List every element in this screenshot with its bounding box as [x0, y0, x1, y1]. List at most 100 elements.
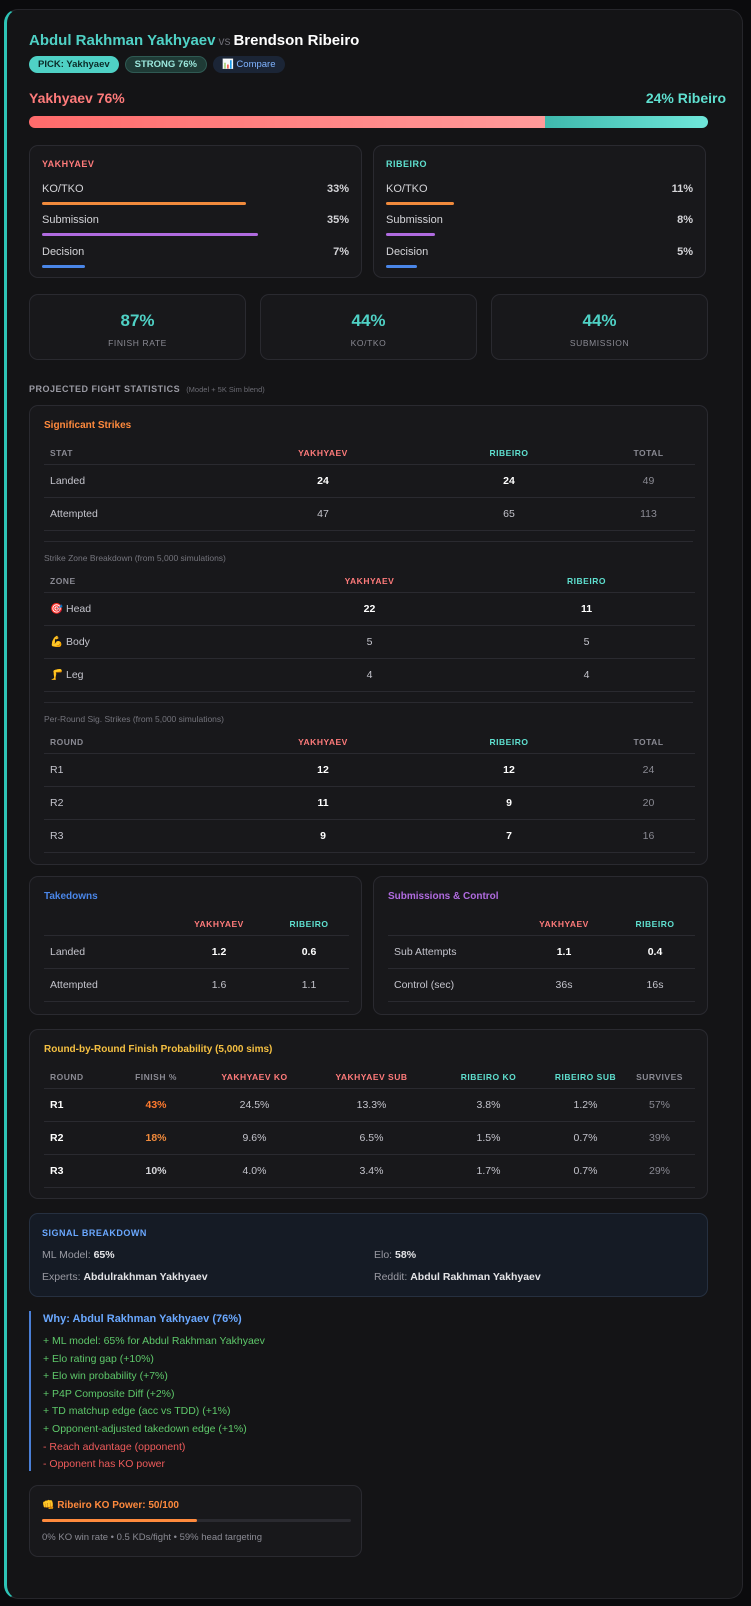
col-header: YAKHYAEV [261, 571, 478, 593]
finish-method-bar [386, 202, 454, 205]
table-row: R1 43% 24.5% 13.3% 3.8% 1.2% 57% [44, 1088, 695, 1122]
col-header [44, 914, 169, 936]
finish-pct-cell: 18% [116, 1121, 196, 1155]
cell: 1.6 [169, 968, 269, 1002]
strike-zone-table: ZONE YAKHYAEV RIBEIRO 🎯 Head 22 11 💪 Bod… [44, 571, 695, 692]
compare-button[interactable]: 📊 Compare [212, 56, 285, 73]
cell: 4.0% [196, 1154, 313, 1188]
sig-strikes-table: STAT YAKHYAEV RIBEIRO TOTAL Landed 24 24… [44, 443, 695, 531]
cell: 9 [416, 786, 602, 820]
finish-method-label: KO/TKO [386, 183, 428, 195]
finish-row: Decision 7% [42, 246, 349, 270]
finish-method-label: Submission [386, 214, 443, 226]
table-row: R2 18% 9.6% 6.5% 1.5% 0.7% 39% [44, 1121, 695, 1155]
col-header: RIBEIRO SUB [547, 1067, 624, 1089]
cell: 11 [478, 592, 695, 626]
row-label: R2 [44, 1121, 116, 1155]
col-header: TOTAL [602, 443, 695, 465]
table-row: R3 10% 4.0% 3.4% 1.7% 0.7% 29% [44, 1154, 695, 1188]
col-header: ROUND [44, 1067, 116, 1089]
cell: 0.6 [269, 935, 349, 969]
cell: 24 [230, 464, 416, 498]
win-bar-fighter-a [29, 116, 546, 128]
finish-method-value: 35% [326, 214, 349, 226]
cell: 3.8% [430, 1088, 547, 1122]
projected-stats-heading: PROJECTED FIGHT STATISTICS (Model + 5K Si… [29, 384, 265, 394]
zone-body-label: 💪 Body [44, 625, 261, 659]
zone-head-label: 🎯 Head [44, 592, 261, 626]
cell: 113 [602, 497, 695, 531]
takedowns-panel: Takedowns YAKHYAEV RIBEIRO Landed 1.2 0.… [29, 876, 362, 1015]
cell: 5 [261, 625, 478, 659]
finish-row: KO/TKO 33% [42, 183, 349, 207]
positive-factor: + Elo rating gap (+10%) [43, 1352, 154, 1365]
col-header: RIBEIRO [615, 914, 695, 936]
table-row: 💪 Body 5 5 [44, 625, 695, 659]
cell: 65 [416, 497, 602, 531]
col-header: RIBEIRO [416, 732, 602, 754]
finish-pct-cell: 43% [116, 1088, 196, 1122]
fighter-b-name[interactable]: Brendson Ribeiro [233, 32, 360, 49]
table-header-row: ROUND FINISH % YAKHYAEV KO YAKHYAEV SUB … [44, 1067, 695, 1089]
col-header: RIBEIRO [478, 571, 695, 593]
col-header: RIBEIRO [269, 914, 349, 936]
table-header-row: ZONE YAKHYAEV RIBEIRO [44, 571, 695, 593]
row-label: Sub Attempts [388, 935, 513, 969]
cell: 24 [416, 464, 602, 498]
cell: 4 [261, 658, 478, 692]
positive-factor: + P4P Composite Diff (+2%) [43, 1387, 175, 1400]
matchup-title: Abdul Rakhman Yakhyaev vs Brendson Ribeiro [29, 32, 359, 49]
significant-strikes-title: Significant Strikes [44, 420, 132, 431]
stat-value: 44% [582, 311, 617, 330]
divider [44, 541, 693, 542]
finish-method-value: 5% [677, 246, 693, 258]
col-header: YAKHYAEV [230, 732, 416, 754]
positive-factor: + ML model: 65% for Abdul Rakhman Yakhya… [43, 1335, 265, 1347]
cell: 13.3% [313, 1088, 430, 1122]
finish-method-label: Decision [386, 246, 429, 258]
negative-factor: - Opponent has KO power [43, 1458, 165, 1471]
experts-signal: Experts: Abdulrakhman Yakhyaev [42, 1271, 208, 1283]
finish-method-label: KO/TKO [42, 183, 84, 195]
finish-method-bar [42, 202, 246, 205]
fighter-a-name[interactable]: Abdul Rakhman Yakhyaev [29, 32, 216, 49]
finish-method-bar [386, 265, 417, 268]
cell: 47 [230, 497, 416, 531]
table-row: 🦵 Leg 4 4 [44, 658, 695, 692]
finish-method-bar [386, 233, 435, 236]
fight-prediction-card: Abdul Rakhman Yakhyaev vs Brendson Ribeiro… [4, 9, 743, 1599]
cell: 4 [478, 658, 695, 692]
submissions-control-title: Submissions & Control [388, 891, 499, 902]
finish-method-bar [42, 233, 258, 236]
ml-model-value: 65% [93, 1249, 115, 1261]
reddit-value: Abdul Rakhman Yakhyaev [410, 1271, 541, 1283]
experts-label: Experts: [42, 1271, 81, 1283]
cell: 3.4% [313, 1154, 430, 1188]
vs-label: vs [218, 34, 231, 48]
significant-strikes-panel: Significant Strikes STAT YAKHYAEV RIBEIR… [29, 405, 708, 865]
table-row: Landed 24 24 49 [44, 464, 695, 498]
finish-row: KO/TKO 11% [386, 183, 693, 207]
table-row: Attempted 1.6 1.1 [44, 968, 349, 1002]
finish-method-bar [42, 265, 85, 268]
divider [44, 702, 693, 703]
cell: 16 [602, 819, 695, 853]
win-bar-fighter-b [545, 116, 708, 128]
cell: 1.1 [269, 968, 349, 1002]
ko-power-track [42, 1519, 351, 1522]
cell: 5 [478, 625, 695, 659]
finish-row: Submission 35% [42, 214, 349, 238]
table-row: Control (sec) 36s 16s [388, 968, 695, 1002]
cell: 57% [624, 1088, 695, 1122]
elo-signal: Elo: 58% [374, 1249, 416, 1261]
row-label: R1 [44, 1088, 116, 1122]
cell: 12 [416, 753, 602, 787]
cell: 1.2% [547, 1088, 624, 1122]
win-probability-bar [29, 116, 708, 128]
col-header: FINISH % [116, 1067, 196, 1089]
pick-reasoning: Why: Abdul Rakhman Yakhyaev (76%) + ML m… [29, 1311, 708, 1471]
col-header: SURVIVES [624, 1067, 695, 1089]
signal-breakdown-title: SIGNAL BREAKDOWN [42, 1228, 147, 1238]
table-row: Landed 1.2 0.6 [44, 935, 349, 969]
cell: 9 [230, 819, 416, 853]
